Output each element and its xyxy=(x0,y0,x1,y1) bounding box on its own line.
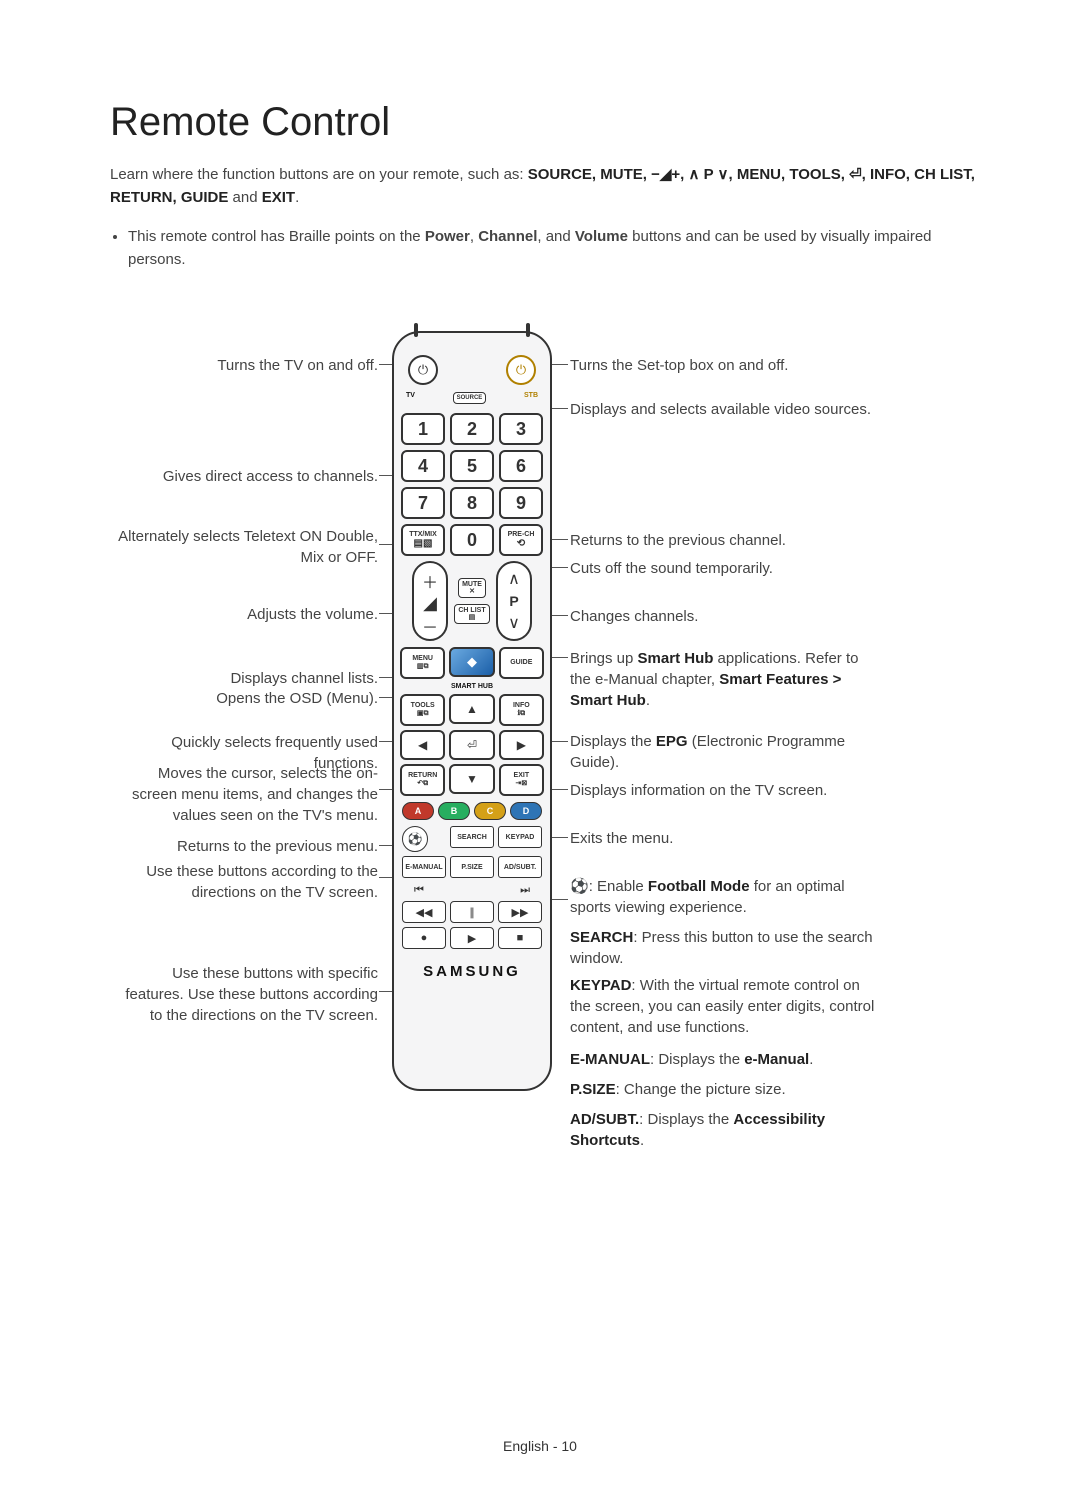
return-button[interactable]: RETURN↶⧉ xyxy=(400,764,445,796)
dpad-left-button[interactable]: ◀ xyxy=(400,730,445,760)
callout-search: SEARCH: Press this button to use the sea… xyxy=(570,927,880,969)
callout-nums: Gives direct access to channels. xyxy=(163,466,378,487)
callout-guide: Displays the EPG (Electronic Programme G… xyxy=(570,731,880,773)
guide-button[interactable]: GUIDE xyxy=(499,647,544,679)
color-a-button[interactable]: A xyxy=(402,802,434,820)
braille-prefix: This remote control has Braille points o… xyxy=(128,228,425,245)
emanual-button[interactable]: E-MANUAL xyxy=(402,856,446,878)
smart-hub-button[interactable]: ◆ xyxy=(449,647,494,677)
callout-return: Returns to the previous menu. xyxy=(177,836,378,857)
callout-keypad: KEYPAD: With the virtual remote control … xyxy=(570,975,880,1038)
num-3-button[interactable]: 3 xyxy=(499,413,543,445)
adsubt-button[interactable]: AD/SUBT. xyxy=(498,856,542,878)
callout-adsubt: AD/SUBT.: Displays the Accessibility Sho… xyxy=(570,1109,880,1151)
intro-paragraph: Learn where the function buttons are on … xyxy=(110,163,990,210)
mute-button[interactable]: MUTE✕ xyxy=(458,578,486,598)
callout-colors: Use these buttons according to the direc… xyxy=(118,861,378,903)
callout-psize: P.SIZE: Change the picture size. xyxy=(570,1079,786,1100)
power-button[interactable] xyxy=(408,355,438,385)
callout-prech: Returns to the previous channel. xyxy=(570,530,786,551)
rewind-button[interactable]: ◀◀ xyxy=(402,901,446,923)
num-1-button[interactable]: 1 xyxy=(401,413,445,445)
callout-menu: Opens the OSD (Menu). xyxy=(216,688,378,709)
info-button[interactable]: INFOℹ⧉ xyxy=(499,694,544,726)
remote-diagram: TV SOURCE STB 1 2 3 4 5 6 7 8 9 TTX/MIX▤… xyxy=(110,331,990,1201)
intro-exit: EXIT xyxy=(262,189,295,206)
num-2-button[interactable]: 2 xyxy=(450,413,494,445)
tv-label: TV xyxy=(406,392,415,404)
callout-emanual: E-MANUAL: Displays the e-Manual. xyxy=(570,1049,813,1070)
page-title: Remote Control xyxy=(110,100,990,145)
dpad-up-button[interactable]: ▲ xyxy=(449,694,494,724)
page-footer: English - 10 xyxy=(0,1438,1080,1454)
braille-b2: Channel xyxy=(478,228,537,245)
smarthub-label: SMART HUB xyxy=(400,683,544,690)
stb-label: STB xyxy=(524,392,538,404)
callout-media: Use these buttons with specific features… xyxy=(118,963,378,1026)
num-0-button[interactable]: 0 xyxy=(450,524,494,556)
skip-back-icon: ⏮ xyxy=(414,884,424,897)
volume-rocker[interactable]: ＋◢－ xyxy=(412,561,448,641)
callout-ch: Changes channels. xyxy=(570,606,698,627)
callout-vol: Adjusts the volume. xyxy=(247,604,378,625)
play-button[interactable]: ▶ xyxy=(450,927,494,949)
callout-dpad: Moves the cursor, selects the on-screen … xyxy=(118,763,378,826)
callout-smarthub: Brings up Smart Hub applications. Refer … xyxy=(570,648,880,711)
ttxmix-button[interactable]: TTX/MIX▤▧ xyxy=(401,524,445,556)
dpad-down-button[interactable]: ▼ xyxy=(449,764,494,794)
dpad-right-button[interactable]: ▶ xyxy=(499,730,544,760)
callout-mute: Cuts off the sound temporarily. xyxy=(570,558,773,579)
num-7-button[interactable]: 7 xyxy=(401,487,445,519)
tools-button[interactable]: TOOLS▣⧉ xyxy=(400,694,445,726)
channel-rocker[interactable]: ∧P∨ xyxy=(496,561,532,641)
skip-fwd-icon: ⏭ xyxy=(520,884,530,897)
callout-chlist: Displays channel lists. xyxy=(230,668,378,689)
callout-stb: Turns the Set-top box on and off. xyxy=(570,355,788,376)
football-button[interactable]: ⚽ xyxy=(402,826,428,852)
callout-info: Displays information on the TV screen. xyxy=(570,780,827,801)
enter-button[interactable]: ⏎ xyxy=(449,730,494,760)
intro-period: . xyxy=(295,189,299,206)
search-button[interactable]: SEARCH xyxy=(450,826,494,848)
psize-button[interactable]: P.SIZE xyxy=(450,856,494,878)
callout-exit: Exits the menu. xyxy=(570,828,673,849)
exit-button[interactable]: EXIT⇥⊠ xyxy=(499,764,544,796)
keypad-button[interactable]: KEYPAD xyxy=(498,826,542,848)
color-d-button[interactable]: D xyxy=(510,802,542,820)
callout-football: ⚽: Enable Football Mode for an optimal s… xyxy=(570,876,880,918)
intro-prefix: Learn where the function buttons are on … xyxy=(110,166,528,183)
callout-power: Turns the TV on and off. xyxy=(217,355,378,376)
menu-button[interactable]: MENU▥⧉ xyxy=(400,647,445,679)
source-button[interactable]: SOURCE xyxy=(453,392,487,404)
ffwd-button[interactable]: ▶▶ xyxy=(498,901,542,923)
braille-note: This remote control has Braille points o… xyxy=(110,225,990,272)
num-8-button[interactable]: 8 xyxy=(450,487,494,519)
brand-label: SAMSUNG xyxy=(400,963,544,980)
prech-button[interactable]: PRE-CH⟲ xyxy=(499,524,543,556)
pause-button[interactable]: ∥ xyxy=(450,901,494,923)
callout-ttx: Alternately selects Teletext ON Double, … xyxy=(118,526,378,568)
record-button[interactable]: ● xyxy=(402,927,446,949)
num-5-button[interactable]: 5 xyxy=(450,450,494,482)
chlist-button[interactable]: CH LIST▤ xyxy=(454,604,489,624)
braille-b3: Volume xyxy=(575,228,628,245)
remote-body: TV SOURCE STB 1 2 3 4 5 6 7 8 9 TTX/MIX▤… xyxy=(392,331,552,1091)
stop-button[interactable]: ■ xyxy=(498,927,542,949)
stb-power-button[interactable] xyxy=(506,355,536,385)
braille-b1: Power xyxy=(425,228,470,245)
intro-and: and xyxy=(233,189,262,206)
color-b-button[interactable]: B xyxy=(438,802,470,820)
callout-source: Displays and selects available video sou… xyxy=(570,399,871,420)
num-9-button[interactable]: 9 xyxy=(499,487,543,519)
num-4-button[interactable]: 4 xyxy=(401,450,445,482)
color-c-button[interactable]: C xyxy=(474,802,506,820)
num-6-button[interactable]: 6 xyxy=(499,450,543,482)
